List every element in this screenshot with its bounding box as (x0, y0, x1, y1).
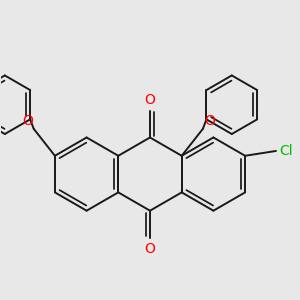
Text: O: O (145, 93, 155, 107)
Text: O: O (204, 114, 215, 128)
Text: O: O (22, 114, 33, 128)
Text: O: O (145, 242, 155, 256)
Text: Cl: Cl (279, 144, 292, 158)
